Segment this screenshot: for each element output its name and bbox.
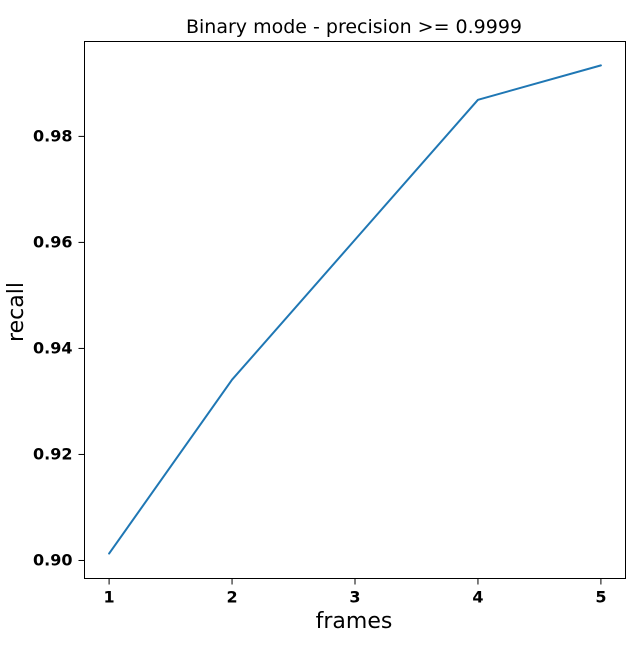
x-tick-label-5: 5 — [595, 588, 606, 607]
y-tick-label-5: 0.98 — [33, 126, 72, 145]
y-tick-label-3: 0.94 — [33, 338, 72, 357]
y-tick-label-1: 0.90 — [33, 550, 72, 569]
plot-frame — [84, 41, 626, 579]
x-tick-label-3: 3 — [349, 588, 360, 607]
x-axis-label: frames — [316, 609, 393, 634]
chart-title: Binary mode - precision >= 0.9999 — [186, 16, 522, 38]
y-axis-label: recall — [4, 282, 29, 342]
x-tick-label-4: 4 — [472, 588, 483, 607]
x-tick-label-1: 1 — [104, 588, 115, 607]
x-axis-ticks: 1 2 3 4 5 — [104, 578, 606, 607]
y-tick-label-4: 0.96 — [33, 232, 72, 251]
y-axis-ticks: 0.90 0.92 0.94 0.96 0.98 — [33, 126, 85, 569]
series-layer — [108, 64, 602, 555]
series-line-1 — [108, 64, 602, 555]
x-tick-label-2: 2 — [226, 588, 237, 607]
y-tick-label-2: 0.92 — [33, 444, 72, 463]
